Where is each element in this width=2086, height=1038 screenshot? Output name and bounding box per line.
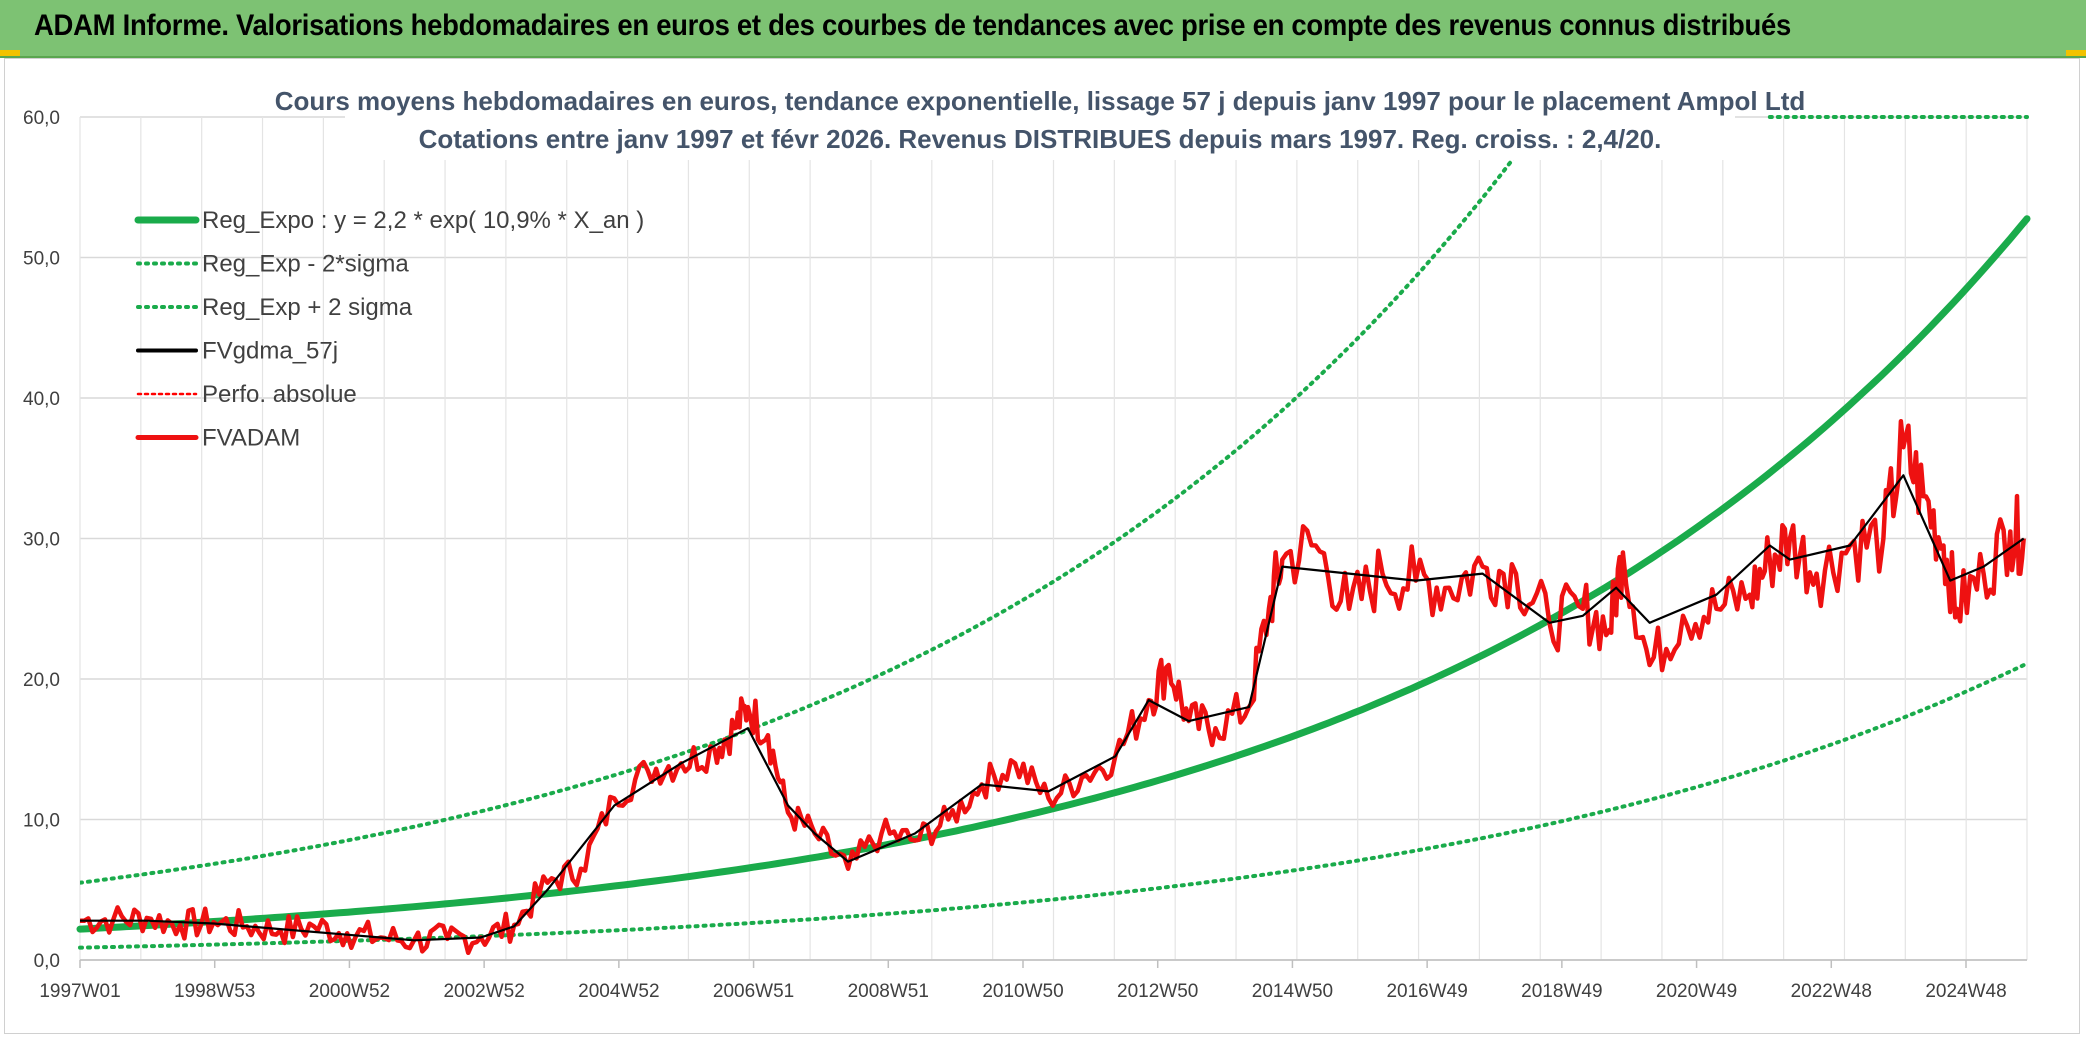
y-tick-label: 0,0 xyxy=(34,951,60,972)
x-axis: 1997W01 1998W53 2000W52 2002W52 2004W52 2006W… xyxy=(39,960,2007,1002)
x-tick-label: 1998W53 xyxy=(174,981,255,1002)
y-tick-label: 10,0 xyxy=(23,811,60,832)
x-tick-label: 2004W52 xyxy=(578,981,659,1002)
x-tick-label: 2022W48 xyxy=(1791,981,1872,1002)
legend-label-hi: Reg_Exp + 2 sigma xyxy=(202,294,413,321)
chart-frame xyxy=(4,58,2080,1034)
y-tick-label: 50,0 xyxy=(23,249,60,270)
x-tick-label: 2008W51 xyxy=(848,981,929,1002)
legend-label-perfo: Perfo. absolue xyxy=(202,381,357,408)
legend-label-lo: Reg_Exp - 2*sigma xyxy=(202,251,409,278)
x-tick-label: 2006W51 xyxy=(713,981,794,1002)
chart-curves xyxy=(76,115,2031,956)
chart-title-background xyxy=(345,80,1735,160)
x-tick-label: 2020W49 xyxy=(1656,981,1737,1002)
chart-title: Cours moyens hebdomadaires en euros, ten… xyxy=(275,86,1806,116)
x-tick-label: 1997W01 xyxy=(39,981,120,1002)
x-tick-label: 2010W50 xyxy=(982,981,1063,1002)
report-banner-title: ADAM Informe. Valorisations hebdomadaire… xyxy=(34,9,1792,42)
legend-label-adam: FVADAM xyxy=(202,425,300,452)
legend-label-gdma: FVgdma_57j xyxy=(202,338,338,365)
x-tick-label: 2002W52 xyxy=(443,981,524,1002)
series-reg-expo xyxy=(76,215,2031,933)
corner-marker-right xyxy=(2066,50,2086,56)
report-banner: ADAM Informe. Valorisations hebdomadaire… xyxy=(0,0,2086,58)
x-tick-label: 2024W48 xyxy=(1925,981,2006,1002)
x-tick-label: 2000W52 xyxy=(309,981,390,1002)
legend-label-reg: Reg_Expo : y = 2,2 * exp( 10,9% * X_an ) xyxy=(202,207,644,234)
series-fvgdma-57j xyxy=(80,474,2025,942)
x-tick-label: 2018W49 xyxy=(1521,981,1602,1002)
y-axis: 0,0 10,0 20,0 30,0 40,0 50,0 60,0 xyxy=(23,108,60,972)
series-reg-exp-plus-2-sigma xyxy=(80,115,1549,885)
y-tick-label: 40,0 xyxy=(23,389,60,410)
chart-subtitle: Cotations entre janv 1997 et févr 2026. … xyxy=(419,124,1662,154)
y-tick-label: 30,0 xyxy=(23,530,60,551)
chart-legend: Reg_Expo : y = 2,2 * exp( 10,9% * X_an )… xyxy=(134,207,644,452)
chart-grid xyxy=(79,116,2028,961)
x-tick-label: 2012W50 xyxy=(1117,981,1198,1002)
y-tick-label: 60,0 xyxy=(23,108,60,129)
corner-marker-left xyxy=(0,50,20,56)
series-reg-exp-minus-2-sigma xyxy=(78,661,2029,950)
y-tick-label: 20,0 xyxy=(23,670,60,691)
x-tick-label: 2014W50 xyxy=(1252,981,1333,1002)
x-tick-label: 2016W49 xyxy=(1386,981,1467,1002)
